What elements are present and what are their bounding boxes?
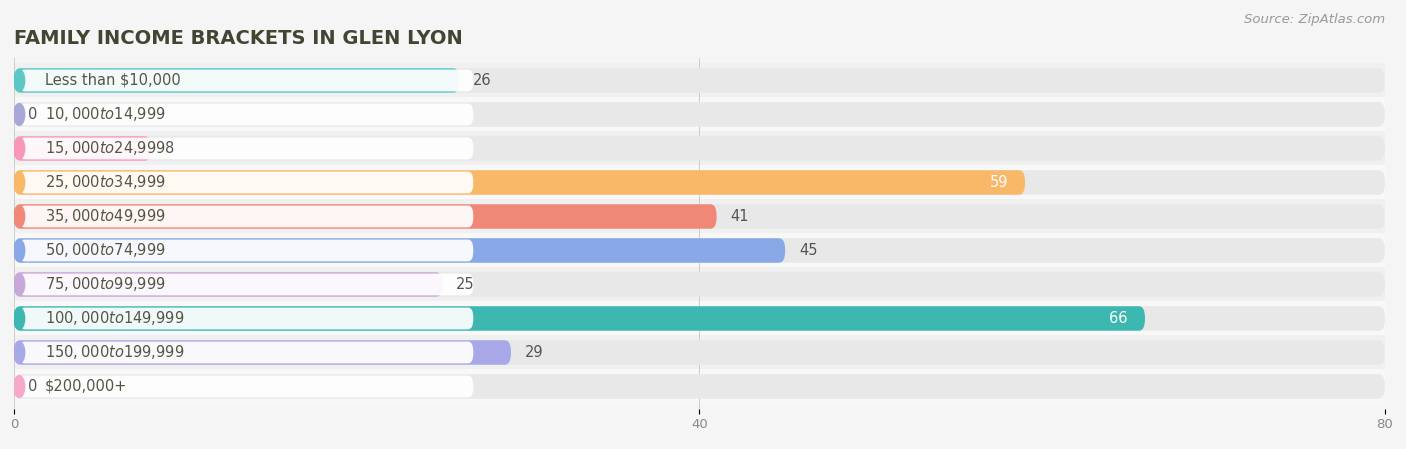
FancyBboxPatch shape xyxy=(14,272,443,297)
FancyBboxPatch shape xyxy=(20,273,474,295)
FancyBboxPatch shape xyxy=(14,306,1385,331)
FancyBboxPatch shape xyxy=(14,68,460,92)
FancyBboxPatch shape xyxy=(14,238,1385,263)
Text: Less than $10,000: Less than $10,000 xyxy=(45,73,180,88)
FancyBboxPatch shape xyxy=(20,206,474,227)
FancyBboxPatch shape xyxy=(14,204,717,229)
Bar xyxy=(14,233,1385,268)
Bar xyxy=(14,301,1385,335)
Text: $25,000 to $34,999: $25,000 to $34,999 xyxy=(45,173,166,191)
Text: 59: 59 xyxy=(990,175,1008,190)
Bar xyxy=(14,63,1385,97)
Circle shape xyxy=(14,206,25,227)
Text: 0: 0 xyxy=(28,107,37,122)
Bar xyxy=(14,370,1385,404)
FancyBboxPatch shape xyxy=(20,240,474,261)
Text: $15,000 to $24,999: $15,000 to $24,999 xyxy=(45,140,166,158)
Text: 0: 0 xyxy=(28,379,37,394)
Circle shape xyxy=(14,172,25,194)
Text: FAMILY INCOME BRACKETS IN GLEN LYON: FAMILY INCOME BRACKETS IN GLEN LYON xyxy=(14,30,463,48)
Circle shape xyxy=(14,342,25,363)
Text: 45: 45 xyxy=(799,243,817,258)
Text: $150,000 to $199,999: $150,000 to $199,999 xyxy=(45,343,184,361)
FancyBboxPatch shape xyxy=(14,68,1385,92)
FancyBboxPatch shape xyxy=(20,137,474,159)
Circle shape xyxy=(14,240,25,261)
Text: $75,000 to $99,999: $75,000 to $99,999 xyxy=(45,276,166,294)
FancyBboxPatch shape xyxy=(20,342,474,363)
FancyBboxPatch shape xyxy=(14,136,152,161)
FancyBboxPatch shape xyxy=(14,102,1385,127)
Circle shape xyxy=(14,104,25,125)
Circle shape xyxy=(14,273,25,295)
FancyBboxPatch shape xyxy=(14,340,1385,365)
FancyBboxPatch shape xyxy=(14,238,785,263)
Bar xyxy=(14,97,1385,132)
FancyBboxPatch shape xyxy=(14,170,1025,195)
FancyBboxPatch shape xyxy=(14,272,1385,297)
FancyBboxPatch shape xyxy=(14,170,1385,195)
FancyBboxPatch shape xyxy=(20,104,474,125)
Text: $35,000 to $49,999: $35,000 to $49,999 xyxy=(45,207,166,225)
Text: 25: 25 xyxy=(456,277,475,292)
Bar xyxy=(14,199,1385,233)
Bar xyxy=(14,335,1385,370)
Circle shape xyxy=(14,308,25,330)
Text: 66: 66 xyxy=(1109,311,1128,326)
FancyBboxPatch shape xyxy=(14,374,1385,399)
FancyBboxPatch shape xyxy=(20,172,474,194)
Bar xyxy=(14,132,1385,166)
Circle shape xyxy=(14,137,25,159)
Text: Source: ZipAtlas.com: Source: ZipAtlas.com xyxy=(1244,13,1385,26)
FancyBboxPatch shape xyxy=(20,308,474,330)
FancyBboxPatch shape xyxy=(14,204,1385,229)
Bar xyxy=(14,268,1385,301)
Text: 26: 26 xyxy=(474,73,492,88)
FancyBboxPatch shape xyxy=(14,306,1144,331)
FancyBboxPatch shape xyxy=(14,136,1385,161)
Bar xyxy=(14,166,1385,199)
Text: 29: 29 xyxy=(524,345,543,360)
Text: $100,000 to $149,999: $100,000 to $149,999 xyxy=(45,309,184,327)
Text: 8: 8 xyxy=(165,141,174,156)
Circle shape xyxy=(14,70,25,91)
Text: $10,000 to $14,999: $10,000 to $14,999 xyxy=(45,106,166,123)
Text: $50,000 to $74,999: $50,000 to $74,999 xyxy=(45,242,166,260)
FancyBboxPatch shape xyxy=(20,70,474,91)
Text: $200,000+: $200,000+ xyxy=(45,379,128,394)
Circle shape xyxy=(14,376,25,397)
FancyBboxPatch shape xyxy=(14,340,510,365)
FancyBboxPatch shape xyxy=(20,376,474,397)
Text: 41: 41 xyxy=(730,209,749,224)
